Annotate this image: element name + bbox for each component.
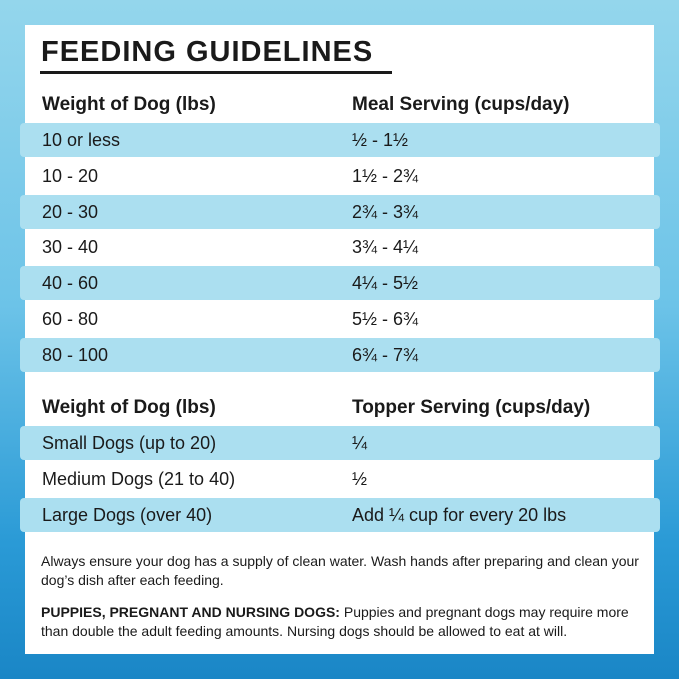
table-cell: 6¾ - 7¾ [352, 344, 419, 365]
table-cell: Small Dogs (up to 20) [42, 433, 217, 453]
table-cell: Large Dogs (over 40) [42, 504, 213, 525]
table-row: Medium Dogs (21 to 40) ½ [0, 462, 679, 496]
title: FEEDING GUIDELINES [41, 36, 374, 68]
table-cell: Add ¼ cup for every 20 lbs [352, 504, 567, 525]
table-row: 20 - 30 2¾ - 3¾ [20, 194, 660, 229]
table-cell: 1½ - 2¾ [352, 165, 419, 186]
note-text: Puppies and pregnant dogs may require mo… [41, 604, 629, 639]
column-header: Topper Serving (cups/day) [352, 397, 591, 418]
table-row: 10 or less ½ - 1½ [20, 123, 660, 157]
table-cell: 80 - 100 [42, 344, 109, 365]
table-cell: 30 - 40 [42, 237, 99, 258]
table-header-row: Weight of Dog (lbs) Meal Serving (cups/da… [0, 88, 679, 122]
table-cell: 10 or less [42, 130, 121, 150]
special-note: PUPPIES, PREGNANT AND NURSING DOGS: Pupp… [41, 603, 646, 641]
table-row: 10 - 20 1½ - 2¾ [0, 159, 679, 193]
table-cell: 60 - 80 [42, 309, 99, 329]
table-row: 40 - 60 4¼ - 5½ [20, 266, 660, 301]
table-row: 30 - 40 3¾ - 4¼ [0, 230, 679, 264]
table-cell: 20 - 30 [42, 201, 99, 222]
general-note: Always ensure your dog has a supply of c… [41, 553, 639, 588]
table-cell: ½ - 1½ [352, 130, 409, 150]
table-cell: 2¾ - 3¾ [352, 201, 419, 222]
table-cell: 5½ - 6¾ [352, 309, 419, 329]
table-row: 80 - 100 6¾ - 7¾ [20, 337, 660, 372]
table-cell: ¼ [352, 433, 368, 453]
table-cell: Medium Dogs (21 to 40) [42, 468, 236, 489]
table-cell: 40 - 60 [42, 273, 99, 294]
column-header: Weight of Dog (lbs) [42, 94, 216, 115]
table-header-row: Weight of Dog (lbs) Topper Serving (cups/… [0, 391, 679, 425]
column-header: Weight of Dog (lbs) [42, 397, 216, 418]
table-cell: ½ [352, 468, 368, 489]
table-cell: 4¼ - 5½ [352, 273, 419, 294]
table-row: Large Dogs (over 40) Add ¼ cup for every … [20, 497, 660, 532]
table-cell: 10 - 20 [42, 165, 99, 186]
table-row: Small Dogs (up to 20) ¼ [20, 426, 660, 460]
note-label: PUPPIES, PREGNANT AND NURSING DOGS: [41, 604, 340, 620]
table-row: 60 - 80 5½ - 6¾ [0, 302, 679, 336]
table-cell: 3¾ - 4¼ [352, 237, 419, 258]
column-header: Meal Serving (cups/day) [352, 94, 570, 115]
title-underline [40, 71, 392, 74]
